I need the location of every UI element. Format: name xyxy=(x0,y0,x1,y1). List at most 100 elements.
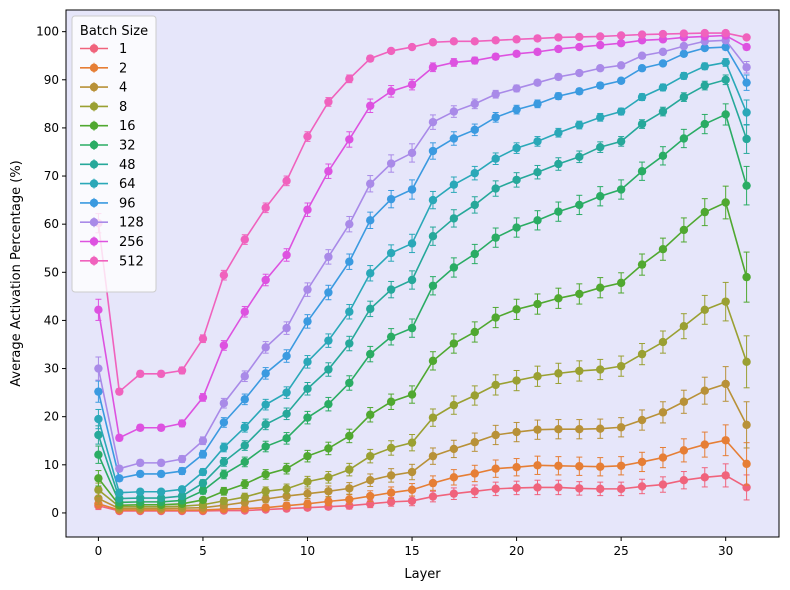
data-point xyxy=(449,489,459,498)
data-point xyxy=(491,90,500,99)
data-point xyxy=(554,72,563,82)
series-128 xyxy=(94,36,751,473)
data-point xyxy=(596,462,605,471)
data-point xyxy=(219,341,229,350)
data-point xyxy=(637,119,647,129)
data-point xyxy=(491,184,500,193)
data-point xyxy=(721,58,730,67)
data-point xyxy=(219,443,229,452)
data-point xyxy=(700,207,709,217)
data-point xyxy=(533,47,542,57)
legend-title: Batch Size xyxy=(80,24,148,39)
legend-label: 16 xyxy=(119,119,136,134)
legend-item: 1 xyxy=(80,42,127,57)
data-point xyxy=(596,32,605,41)
data-point xyxy=(721,28,730,38)
data-point xyxy=(240,504,249,513)
data-point xyxy=(491,430,500,440)
data-point xyxy=(303,489,312,498)
data-point xyxy=(470,437,479,447)
data-point xyxy=(219,399,229,408)
data-point xyxy=(345,74,354,84)
data-point xyxy=(94,414,103,424)
data-point xyxy=(575,68,584,78)
data-point xyxy=(303,285,312,294)
data-point xyxy=(94,485,103,495)
data-point xyxy=(658,337,668,347)
legend-marker xyxy=(89,140,99,150)
legend-label: 4 xyxy=(119,81,127,96)
data-point xyxy=(449,37,459,46)
data-point xyxy=(240,423,249,432)
data-point xyxy=(303,357,312,367)
legend-item: 96 xyxy=(80,196,136,211)
legend-marker xyxy=(89,198,99,208)
data-point xyxy=(324,167,333,176)
data-point xyxy=(721,75,730,84)
legend-marker xyxy=(89,179,99,188)
data-point xyxy=(303,205,312,214)
data-point xyxy=(345,339,354,348)
data-point xyxy=(345,257,354,266)
y-tick-label: 10 xyxy=(44,458,59,472)
data-point xyxy=(345,465,354,474)
data-point xyxy=(261,343,270,352)
data-point xyxy=(470,487,479,496)
data-point xyxy=(219,418,229,427)
y-tick-label: 40 xyxy=(44,313,59,327)
data-point xyxy=(616,423,626,432)
legend-box xyxy=(71,15,157,293)
data-point xyxy=(407,148,417,158)
data-point xyxy=(136,458,145,468)
data-point xyxy=(407,467,417,477)
data-point xyxy=(324,336,333,345)
data-point xyxy=(554,207,563,216)
data-point xyxy=(407,42,417,52)
data-point xyxy=(679,134,689,143)
data-point xyxy=(679,225,689,235)
data-point xyxy=(428,195,438,205)
data-point xyxy=(136,487,145,496)
data-point xyxy=(575,484,584,493)
series-8 xyxy=(94,281,751,511)
data-point xyxy=(366,216,375,225)
legend-item: 32 xyxy=(80,139,136,154)
data-point xyxy=(533,483,542,492)
data-point xyxy=(407,275,417,285)
data-point xyxy=(700,62,709,71)
data-point xyxy=(136,469,145,479)
data-point xyxy=(512,35,521,44)
data-point xyxy=(491,113,500,122)
data-point xyxy=(700,119,709,129)
data-point xyxy=(700,473,709,482)
data-point xyxy=(303,477,312,486)
data-point xyxy=(407,485,417,495)
x-tick-label: 15 xyxy=(404,544,419,558)
legend-marker xyxy=(89,102,99,111)
legend-label: 128 xyxy=(119,216,144,231)
data-point xyxy=(575,42,584,52)
data-point xyxy=(470,37,479,46)
data-point xyxy=(115,464,124,473)
data-point xyxy=(554,483,563,492)
data-point xyxy=(386,471,396,480)
data-point xyxy=(303,413,312,422)
data-point xyxy=(303,451,312,461)
data-point xyxy=(386,443,396,453)
data-point xyxy=(512,463,521,472)
data-point xyxy=(136,369,145,379)
data-point xyxy=(366,349,375,359)
data-point xyxy=(470,469,479,478)
data-point xyxy=(240,441,249,450)
data-point xyxy=(282,323,291,333)
data-point xyxy=(428,232,438,241)
data-point xyxy=(94,364,103,373)
data-point xyxy=(596,484,605,494)
data-point xyxy=(156,369,166,379)
data-point xyxy=(407,323,417,333)
data-point xyxy=(637,30,647,39)
data-point xyxy=(282,351,291,361)
data-point xyxy=(449,339,459,348)
data-point xyxy=(721,436,730,445)
x-tick-label: 0 xyxy=(95,544,103,558)
